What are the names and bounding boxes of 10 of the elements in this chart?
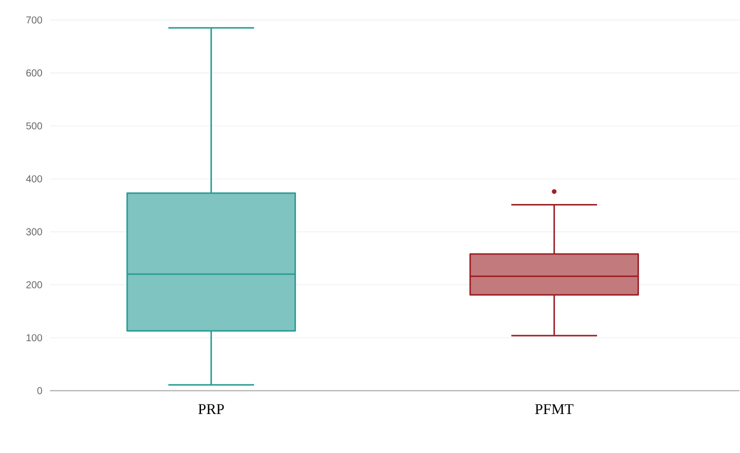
y-tick-label: 700 [26, 16, 42, 24]
y-tick-label: 500 [26, 122, 42, 130]
x-tick-label: PFMT [535, 404, 574, 414]
x-tick-label: PRP [198, 404, 224, 414]
y-tick-label: 400 [26, 176, 42, 183]
y-tick-label: 200 [26, 281, 42, 288]
y-tick-label: 600 [26, 70, 42, 77]
y-tick-label: 0 [37, 387, 42, 394]
y-tick-label: 300 [26, 228, 42, 236]
y-tick-label: 100 [26, 334, 42, 342]
